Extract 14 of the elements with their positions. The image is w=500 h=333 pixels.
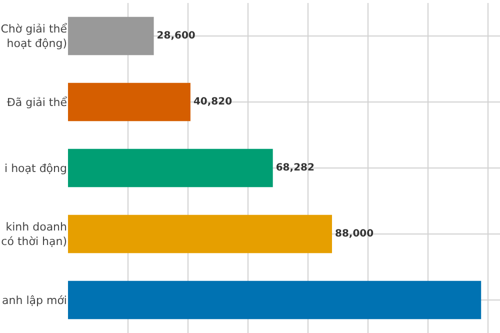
data-label: 68,282 [276, 162, 314, 174]
y-tick-label: Chờ giải thể hoạt động) [0, 22, 68, 50]
y-tick-label: anh lập mới [2, 294, 67, 307]
data-label: 40,820 [193, 96, 232, 108]
bar [68, 148, 273, 188]
y-tick-label: kinh doanh có thời hạn) [1, 220, 68, 248]
data-label: 88,000 [335, 228, 374, 240]
bar [68, 280, 482, 320]
bar [68, 82, 190, 122]
data-label: 28,600 [156, 30, 196, 42]
y-tick-label: Đã giải thể [6, 96, 68, 109]
bar [68, 214, 332, 254]
y-tick-label: i hoạt động [4, 162, 67, 175]
bar [68, 16, 154, 56]
